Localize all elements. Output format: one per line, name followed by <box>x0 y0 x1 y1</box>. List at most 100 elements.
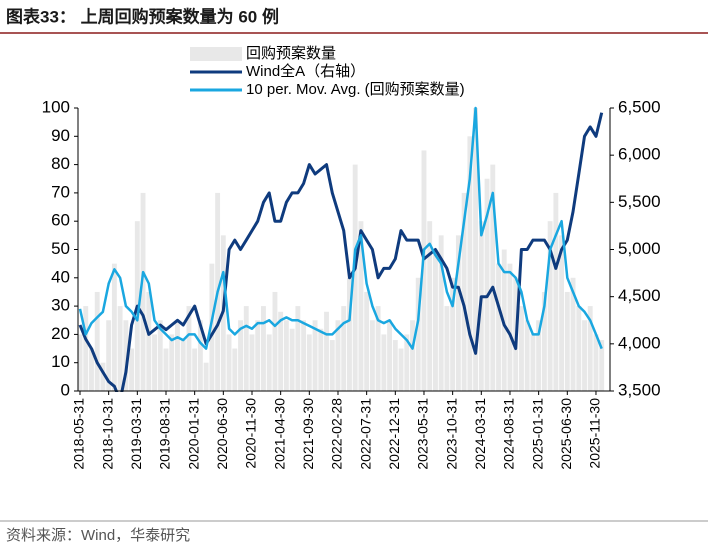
bar <box>152 334 157 391</box>
bar <box>461 192 467 391</box>
x-tick-label: 2021-04-30 <box>271 398 287 470</box>
x-tick-label: 2024-08-31 <box>501 398 517 470</box>
x-tick-label: 2021-09-30 <box>300 398 316 470</box>
bar <box>467 136 473 391</box>
bar <box>289 328 295 391</box>
bar <box>438 235 444 391</box>
bar <box>278 311 284 391</box>
bar <box>89 348 94 391</box>
bar <box>496 263 501 391</box>
bar <box>163 348 169 391</box>
bar <box>146 291 152 391</box>
y2-tick-label: 6,000 <box>618 145 661 164</box>
x-tick-label: 2025-01-31 <box>529 398 545 470</box>
y-tick-label: 0 <box>61 380 70 399</box>
bar <box>444 306 450 391</box>
bar <box>249 334 255 391</box>
x-tick-label: 2023-10-31 <box>443 398 459 470</box>
y-tick-label: 70 <box>51 182 70 201</box>
bar <box>375 306 381 391</box>
y-tick-label: 40 <box>51 267 70 286</box>
bar <box>536 320 542 391</box>
x-tick-label: 2023-05-31 <box>415 398 431 470</box>
source-note: 资料来源：Wind，华泰研究 <box>6 527 190 544</box>
bar <box>186 306 192 391</box>
bar <box>226 334 232 391</box>
bar <box>433 249 438 391</box>
bar <box>341 306 347 391</box>
bar <box>157 320 163 391</box>
bar <box>78 334 83 391</box>
bar <box>100 362 106 391</box>
y-tick-label: 90 <box>51 126 70 145</box>
bar <box>243 306 249 391</box>
bar <box>524 320 530 391</box>
x-tick-label: 2020-01-31 <box>185 398 201 470</box>
bar <box>140 192 146 391</box>
bar <box>295 306 301 391</box>
bar <box>381 334 387 391</box>
bar <box>427 221 433 391</box>
x-tick-label: 2018-05-31 <box>71 398 87 470</box>
bar <box>169 334 175 391</box>
bar <box>507 263 513 391</box>
bar <box>593 334 599 391</box>
y2-tick-label: 4,500 <box>618 286 661 305</box>
bar <box>335 320 341 391</box>
bar <box>318 328 324 391</box>
bar <box>209 263 215 391</box>
y-tick-label: 60 <box>51 211 70 230</box>
bar <box>123 320 129 391</box>
bar <box>519 306 524 391</box>
bar <box>484 178 490 391</box>
y-tick-label: 20 <box>51 324 70 343</box>
bar <box>421 150 427 391</box>
bar <box>192 348 198 391</box>
y2-tick-label: 3,500 <box>618 380 661 399</box>
bar <box>564 291 570 391</box>
bar <box>129 348 135 391</box>
chart-title: 图表33： 上周回购预案数量为 60 例 <box>6 6 279 26</box>
x-tick-label: 2025-11-30 <box>587 398 603 469</box>
bar <box>238 320 243 391</box>
bar <box>582 320 587 391</box>
bar <box>358 221 364 391</box>
bar <box>197 320 203 391</box>
bar <box>541 291 547 391</box>
legend-label: 10 per. Mov. Avg. (回购预案数量) <box>246 80 465 98</box>
bar <box>306 334 312 391</box>
bar <box>175 320 180 391</box>
bar <box>392 340 398 391</box>
bar <box>111 263 117 391</box>
bar <box>369 320 375 391</box>
bar <box>410 320 415 391</box>
bar <box>329 340 335 391</box>
legend-swatch <box>190 47 242 61</box>
bar <box>404 334 410 391</box>
line <box>78 106 603 350</box>
y2-tick-label: 5,500 <box>618 192 661 211</box>
bar <box>232 348 238 391</box>
bar <box>530 334 536 391</box>
bar <box>364 291 370 391</box>
y2-tick-label: 4,000 <box>618 333 661 352</box>
bar <box>398 348 404 391</box>
bar <box>283 320 289 391</box>
bar <box>180 340 186 391</box>
y-tick-label: 10 <box>51 352 70 371</box>
bar <box>272 291 278 391</box>
x-tick-label: 2019-03-31 <box>128 398 144 470</box>
y2-tick-label: 6,500 <box>618 97 661 116</box>
y-tick-label: 30 <box>51 296 70 315</box>
bar <box>83 306 89 391</box>
bar <box>387 320 393 391</box>
bar <box>255 320 261 391</box>
bar <box>324 311 329 391</box>
bar <box>106 320 112 391</box>
bar <box>117 306 123 391</box>
bar <box>559 235 565 391</box>
y2-tick-label: 5,000 <box>618 239 661 258</box>
